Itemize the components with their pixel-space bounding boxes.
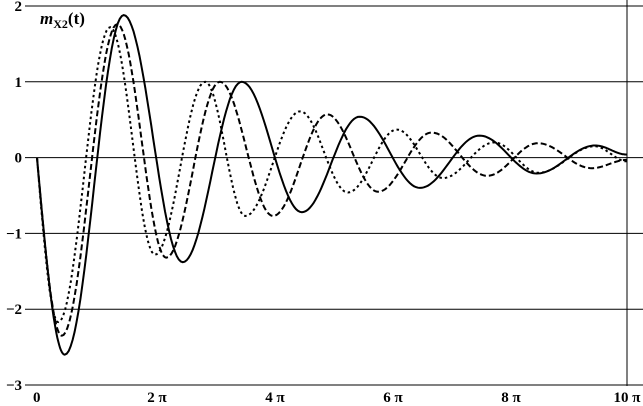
- y-tick-label: 1: [15, 75, 23, 91]
- x-tick-label: 10 π: [614, 390, 642, 406]
- y-tick-label: 0: [15, 151, 23, 167]
- y-tick-label: −3: [6, 378, 22, 394]
- title-argument: (t): [68, 9, 85, 28]
- y-tick-label: −2: [6, 302, 22, 318]
- title-subscript: X2: [53, 17, 68, 31]
- grid-lines: [25, 5, 643, 386]
- series-lines: [36, 14, 628, 356]
- series-line-solid: [36, 14, 628, 356]
- y-tick-label: 2: [15, 0, 23, 15]
- x-tick-labels: 0 2 π 4 π 6 π 8 π 10 π: [33, 390, 641, 406]
- title-main: m: [40, 9, 53, 28]
- y-tick-labels: 2 1 0 −1 −2 −3: [6, 0, 22, 394]
- x-tick-label: 6 π: [383, 390, 403, 406]
- x-tick-label: 8 π: [501, 390, 521, 406]
- y-tick-label: −1: [6, 226, 22, 242]
- x-tick-label: 4 π: [265, 390, 285, 406]
- x-tick-label: 0: [33, 390, 41, 406]
- series-line-dash-dot: [36, 26, 628, 324]
- series-line-dashed: [36, 23, 627, 337]
- chart-title: mX2(t): [40, 9, 85, 31]
- x-tick-label: 2 π: [147, 390, 167, 406]
